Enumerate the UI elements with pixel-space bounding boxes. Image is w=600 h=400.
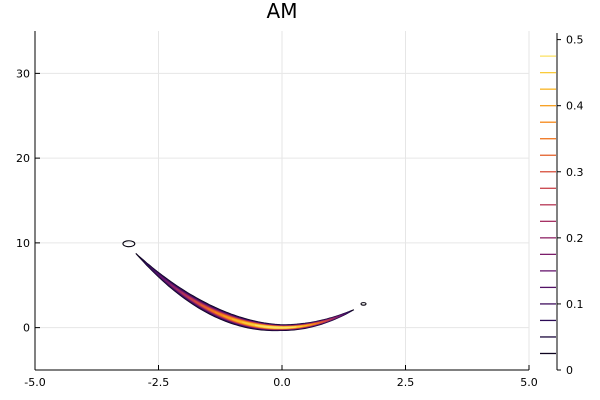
colorbar-tick-label: 0.5 (566, 34, 584, 47)
colorbar-tick-label: 0.2 (566, 232, 584, 245)
colorbar-tick-label: 0.1 (566, 298, 584, 311)
outlier-contour (122, 240, 136, 248)
colorbar: 0 0.1 0.2 0.3 0.4 0.5 (540, 33, 584, 377)
contour-layer (122, 240, 367, 332)
colorbar-tick-label: 0 (566, 364, 573, 377)
y-tick-label: 10 (16, 237, 30, 250)
x-tick-label: 2.5 (397, 376, 415, 389)
colorbar-tick-label: 0.4 (566, 100, 584, 113)
contour-line (135, 252, 355, 332)
grid-layer (34, 31, 530, 370)
outlier-contour (360, 302, 367, 306)
x-tick-label: -5.0 (24, 376, 45, 389)
x-tick-label: 5.0 (520, 376, 538, 389)
x-tick-label: -2.5 (148, 376, 169, 389)
y-tick-label: 0 (23, 322, 30, 335)
y-tick-label: 20 (16, 152, 30, 165)
x-tick-label: 0.0 (273, 376, 291, 389)
y-tick-label: 30 (16, 67, 30, 80)
contour-line (254, 324, 297, 329)
colorbar-tick-label: 0.3 (566, 166, 584, 179)
chart-title: AM (267, 0, 298, 23)
axes-layer: -5.0 -2.5 0.0 2.5 5.0 0 10 20 30 (16, 31, 538, 389)
